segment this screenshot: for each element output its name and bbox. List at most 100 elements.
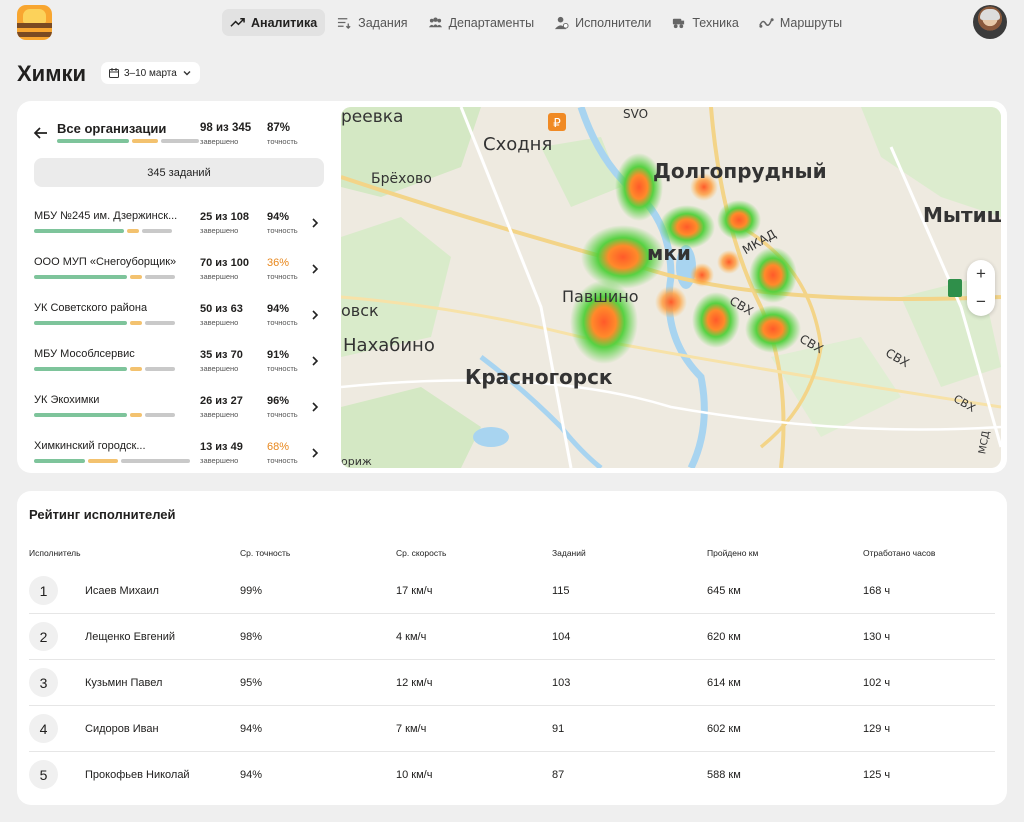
- map-place-label: Красногорск: [465, 365, 613, 389]
- cell-hours: 129 ч: [863, 723, 891, 735]
- chevron-right-icon: [312, 402, 319, 412]
- cell-accuracy: 94%: [240, 723, 263, 735]
- table-row[interactable]: 3 Кузьмин Павел 95% 12 км/ч 103 614 км 102 ч: [29, 660, 995, 706]
- table-row[interactable]: 5 Прокофьев Николай 94% 10 км/ч 87 588 км 125 …: [29, 752, 995, 798]
- cell-accuracy: 98%: [240, 631, 263, 643]
- column-header: Исполнитель: [29, 548, 81, 558]
- cell-speed: 17 км/ч: [396, 585, 433, 597]
- column-header: Ср. точность: [240, 548, 291, 558]
- cell-km: 614 км: [707, 677, 741, 689]
- nav-label: Департаменты: [448, 15, 535, 30]
- chevron-down-icon: [183, 71, 191, 76]
- org-row[interactable]: УК Экохимки 26 из 27 завершено 96% точность: [17, 390, 337, 436]
- organizations-card: Все организации 98 из 345 завершено 87% …: [17, 101, 1007, 473]
- group-icon: [428, 17, 442, 28]
- table-row[interactable]: 2 Лещенко Евгений 98% 4 км/ч 104 620 км 130 ч: [29, 614, 995, 660]
- nav-departments[interactable]: Департаменты: [420, 9, 543, 36]
- org-done-sub: завершено: [200, 226, 239, 235]
- tasks-count-button[interactable]: 345 заданий: [34, 158, 324, 187]
- org-done: 35 из 70: [200, 349, 243, 361]
- org-row[interactable]: Химкинский городск... 13 из 49 завершено 68…: [17, 436, 337, 473]
- avatar[interactable]: [973, 5, 1007, 39]
- map-place-label: реевка: [341, 107, 404, 127]
- map-place-label: овск: [341, 301, 379, 320]
- person-icon: [555, 16, 569, 30]
- nav-analytics[interactable]: Аналитика: [222, 9, 326, 36]
- trend-up-icon: [230, 18, 245, 27]
- orgs-done: 98 из 345: [200, 122, 252, 134]
- cell-tasks: 115: [552, 585, 570, 597]
- orgs-done-sub: завершено: [200, 137, 239, 146]
- org-row[interactable]: МБУ Мособлсервис 35 из 70 завершено 91% точн…: [17, 344, 337, 390]
- app-logo[interactable]: [17, 5, 52, 40]
- org-done: 25 из 108: [200, 211, 249, 223]
- cell-speed: 7 км/ч: [396, 723, 427, 735]
- date-range-label: 3–10 марта: [124, 67, 177, 79]
- cell-accuracy: 99%: [240, 585, 263, 597]
- org-row[interactable]: ООО МУП «Снегоуборщик» 70 из 100 завершено…: [17, 252, 337, 298]
- list-icon: [338, 18, 351, 30]
- org-done: 50 из 63: [200, 303, 243, 315]
- nav-executors[interactable]: Исполнители: [546, 9, 659, 36]
- map-place-label: мки: [647, 241, 691, 265]
- org-accuracy: 94%: [267, 211, 290, 223]
- page-title: Химки: [17, 61, 87, 86]
- orgs-accuracy: 87%: [267, 122, 291, 134]
- column-header: Заданий: [552, 548, 586, 558]
- nav-label: Техника: [692, 15, 739, 30]
- map-place-label: ориж: [341, 455, 372, 468]
- nav-tasks[interactable]: Задания: [329, 9, 415, 36]
- date-range-picker[interactable]: 3–10 марта: [101, 62, 200, 84]
- executors-rating-card: Рейтинг исполнителей Исполнитель Ср. точ…: [17, 491, 1007, 805]
- column-header: Отработано часов: [863, 548, 936, 558]
- orgs-accuracy-sub: точность: [267, 137, 298, 146]
- table-row[interactable]: 1 Исаев Михаил 99% 17 км/ч 115 645 км 168 ч: [29, 568, 995, 614]
- org-name: МБУ №245 им. Дзержинск...: [34, 210, 178, 222]
- chevron-right-icon: [312, 448, 319, 458]
- org-progress: [34, 459, 190, 463]
- org-done-sub: завершено: [200, 456, 239, 465]
- zoom-control: + −: [967, 260, 995, 316]
- cell-speed: 4 км/ч: [396, 631, 427, 643]
- org-name: МБУ Мособлсервис: [34, 348, 135, 360]
- calendar-icon: [109, 68, 119, 78]
- heat-map[interactable]: ₽ реевка SVO Сходня Долгопрудный Брёхово Мыти…: [341, 107, 1001, 468]
- nav-routes[interactable]: Маршруты: [751, 9, 850, 36]
- org-accuracy-sub: точность: [267, 226, 298, 235]
- route-icon: [759, 18, 774, 28]
- cell-name: Исаев Михаил: [85, 585, 159, 597]
- org-accuracy-sub: точность: [267, 272, 298, 281]
- column-header: Пройдено км: [707, 548, 759, 558]
- table-row[interactable]: 4 Сидоров Иван 94% 7 км/ч 91 602 км 129 ч: [29, 706, 995, 752]
- org-accuracy: 94%: [267, 303, 290, 315]
- org-accuracy: 91%: [267, 349, 290, 361]
- org-row[interactable]: УК Советского района 50 из 63 завершено 94%…: [17, 298, 337, 344]
- zoom-in-button[interactable]: +: [976, 264, 986, 283]
- rank-badge: 1: [29, 576, 58, 605]
- org-progress: [34, 367, 175, 371]
- chevron-right-icon: [312, 264, 319, 274]
- org-done: 13 из 49: [200, 441, 243, 453]
- cell-name: Прокофьев Николай: [85, 769, 190, 781]
- chevron-right-icon: [312, 356, 319, 366]
- org-name: Химкинский городск...: [34, 440, 146, 452]
- org-accuracy: 96%: [267, 395, 290, 407]
- zoom-out-button[interactable]: −: [976, 292, 986, 311]
- cell-km: 645 км: [707, 585, 741, 597]
- org-progress: [34, 229, 172, 233]
- back-arrow-icon[interactable]: [33, 125, 49, 141]
- cell-hours: 125 ч: [863, 769, 891, 781]
- cell-km: 602 км: [707, 723, 741, 735]
- nav-vehicles[interactable]: Техника: [663, 9, 746, 36]
- rank-badge: 2: [29, 622, 58, 651]
- cell-tasks: 87: [552, 769, 565, 781]
- cell-km: 588 км: [707, 769, 741, 781]
- map-base: ₽: [341, 107, 1001, 468]
- org-progress: [34, 275, 175, 279]
- org-row[interactable]: МБУ №245 им. Дзержинск... 25 из 108 заверш…: [17, 206, 337, 252]
- org-done-sub: завершено: [200, 364, 239, 373]
- cell-name: Сидоров Иван: [85, 723, 159, 735]
- org-progress: [34, 321, 175, 325]
- svg-text:₽: ₽: [553, 116, 561, 130]
- nav-label: Маршруты: [779, 15, 843, 30]
